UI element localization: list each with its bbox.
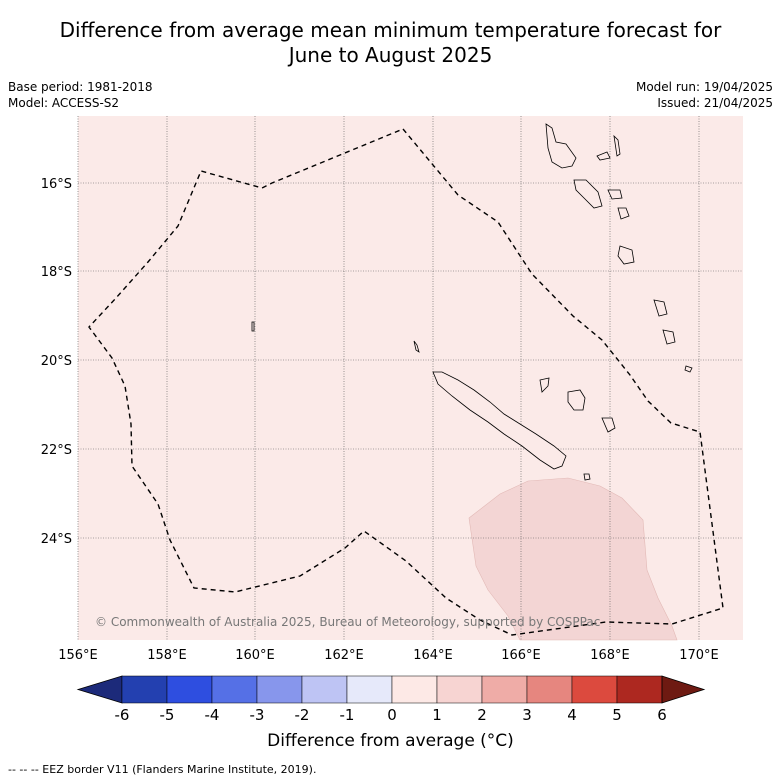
colorbar-tick-label: -2 [295,706,310,724]
colorbar-extend-low [76,675,123,704]
vanuatu-tanna-coastline [653,299,668,317]
colorbar-tick-label: 4 [567,706,577,724]
vanuatu-ambae-coastline [596,151,611,161]
colorbar-swatch [481,675,528,704]
matthew-island-coastline [684,365,693,373]
lat-tick-24s: 24°S [41,532,72,547]
colorbar-tick-label: 0 [387,706,397,724]
loyalty-islands-ouvea-coastline [539,377,550,393]
model-run: Model run: 19/04/2025 [635,80,773,94]
colorbar-tick-label: -4 [205,706,220,724]
title-line-2: June to August 2025 [288,43,493,67]
lat-tick-22s: 22°S [41,443,72,458]
lon-tick-156: 156°E [58,648,98,663]
lat-tick-20s: 20°S [41,354,72,369]
vanuatu-epi-coastline [607,189,623,200]
vanuatu-erromango-coastline [617,245,635,265]
vanuatu-aneityum-coastline [662,329,676,345]
vanuatu-maewo-coastline [613,134,621,157]
map-title: Difference from average mean minimum tem… [0,18,781,68]
colorbar-tick-label: -6 [115,706,130,724]
meta-left: Base period: 1981-2018 Model: ACCESS-S2 [8,79,153,111]
colorbar: -6 -5 -4 -3 -2 -1 0 1 2 3 4 5 6 [76,675,706,724]
lat-tick-18s: 18°S [41,265,72,280]
title-line-1: Difference from average mean minimum tem… [59,18,722,42]
colorbar-tick-label: -3 [250,706,265,724]
meta-right: Model run: 19/04/2025 Issued: 21/04/2025 [636,79,773,111]
base-period: Base period: 1981-2018 [8,80,153,94]
colorbar-extend-high [661,675,706,704]
new-caledonia-coastline [432,371,567,470]
colorbar-tick-label: 2 [477,706,487,724]
issued-date: Issued: 21/04/2025 [657,96,773,110]
belep-islands-coastline [413,340,420,353]
colorbar-tick-label: 1 [432,706,442,724]
lon-tick-168: 168°E [590,648,630,663]
copyright-notice: © Commonwealth of Australia 2025, Bureau… [95,615,600,629]
colorbar-swatch [571,675,618,704]
loyalty-islands-lifou-coastline [567,389,586,411]
eez-legend-note: -- -- -- EEZ border V11 (Flanders Marine… [8,763,317,776]
isle-of-pines-coastline [583,473,591,481]
colorbar-tick-label: 5 [612,706,622,724]
lon-tick-166: 166°E [501,648,541,663]
coastlines [251,123,693,481]
vanuatu-efate-coastline [617,207,630,220]
lon-tick-170: 170°E [679,648,719,663]
colorbar-swatch [256,675,303,704]
colorbar-swatch [211,675,258,704]
colorbar-swatch [301,675,348,704]
colorbar-tick-label: -1 [340,706,355,724]
lon-tick-162: 162°E [324,648,364,663]
vanuatu-malekula-coastline [573,179,603,209]
axis-labels: 156°E 158°E 160°E 162°E 164°E 166°E 168°… [41,177,719,663]
colorbar-swatch [436,675,483,704]
colorbar-label: Difference from average (°C) [267,731,514,751]
vanuatu-espiritu-santo-coastline [545,123,577,169]
colorbar-swatch [166,675,213,704]
colorbar-tick-label: -5 [160,706,175,724]
chesterfield-islet-coastline [251,321,255,332]
colorbar-swatch [121,675,168,704]
colorbar-swatch [526,675,573,704]
colorbar-tick-label: 6 [657,706,667,724]
lat-tick-16s: 16°S [41,177,72,192]
colorbar-swatch [391,675,438,704]
lon-tick-158: 158°E [147,648,187,663]
colorbar-swatch [346,675,393,704]
loyalty-islands-mare-coastline [601,417,616,433]
lon-tick-164: 164°E [413,648,453,663]
graticule [77,116,743,640]
model-name: Model: ACCESS-S2 [8,96,120,110]
lon-tick-160: 160°E [235,648,275,663]
colorbar-swatch [616,675,663,704]
colorbar-tick-label: 3 [522,706,532,724]
eez-border [88,128,724,636]
